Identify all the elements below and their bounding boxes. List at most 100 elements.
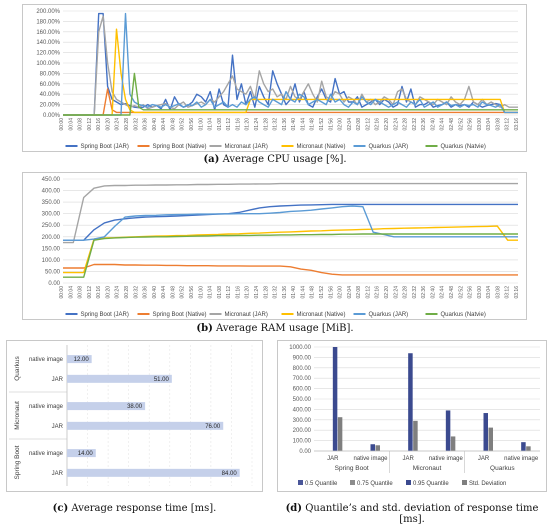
x-tick-label: 01:32 [273,118,279,131]
cpu-caption-label: (a) [203,154,220,165]
ram-caption-text: Average RAM usage [MiB]. [212,323,354,334]
x-tick-label: 01:40 [291,286,297,299]
bar-value-label: 38.00 [127,404,143,410]
x-tick-label: 02:32 [412,286,418,299]
x-tick-label: 01:16 [235,118,241,131]
subgroup-label: native image [429,456,464,462]
x-tick-label: 02:48 [449,286,455,299]
x-tick-label: 02:08 [356,118,362,131]
x-tick-label: 02:56 [468,118,474,131]
bar-value-label: 51.00 [154,377,170,383]
y-tick-label: 700.00 [293,376,312,382]
x-tick-label: 00:56 [189,118,195,131]
bar-category-label: native image [29,357,64,363]
x-tick-label: 00:52 [180,118,186,131]
x-tick-label: 02:12 [365,118,371,131]
group-label: Quarkus [490,465,515,472]
x-tick-label: 03:08 [495,286,501,299]
x-tick-label: 01:08 [217,286,223,299]
x-tick-label: 01:08 [217,118,223,131]
x-tick-label: 02:48 [449,118,455,131]
x-tick-label: 00:00 [59,286,65,299]
legend-swatch [350,480,355,485]
x-tick-label: 03:08 [495,118,501,131]
quantile-bar [337,417,343,451]
y-tick-label: 160.00% [36,30,60,36]
y-tick-label: 300.00 [42,212,61,218]
legend-label: 0.95 Quantile [413,481,449,487]
bar-value-label: 12.00 [74,357,90,363]
quantile-bar [488,427,493,451]
bar-value-label: 14.00 [78,451,94,457]
y-tick-label: 80.00% [40,71,61,77]
legend-label: Spring Boot (Native) [153,312,207,318]
x-tick-label: 02:20 [384,286,390,299]
cpu-usage-plot: 0.00% 20.00% 40.00% 60.00% 80.00% 100.00% 120.… [36,9,520,150]
y-tick-label: 0.00 [48,281,60,287]
x-tick-label: 01:12 [226,118,232,131]
response-bar [67,449,96,458]
bar-category-label: JAR [52,377,64,383]
x-tick-label: 01:44 [300,118,306,131]
x-tick-label: 03:04 [486,118,492,131]
legend-swatch [298,480,303,485]
x-tick-label: 00:36 [143,286,149,299]
x-tick-label: 02:04 [347,118,353,131]
x-tick-label: 02:36 [421,286,427,299]
x-tick-label: 00:04 [68,286,74,299]
x-tick-label: 01:12 [226,286,232,299]
subgroup-label: native image [353,456,388,462]
cpu-caption: (a) Average CPU usage [%]. [0,154,550,165]
series-line [63,263,518,276]
x-tick-label: 00:52 [180,286,186,299]
cpu-usage-chart: 0.00% 20.00% 40.00% 60.00% 80.00% 100.00% 120.… [22,4,527,152]
x-tick-label: 01:32 [273,286,279,299]
quantile-bar [375,445,380,451]
ram-caption-label: (b) [196,323,213,334]
y-tick-label: 100.00% [36,61,60,67]
y-tick-label: 350.00 [42,200,61,206]
response-bar [67,402,146,411]
x-tick-label: 02:52 [458,118,464,131]
x-tick-label: 02:28 [403,286,409,299]
x-tick-label: 01:44 [300,286,306,299]
legend-label: Std. Deviation [469,481,506,487]
x-tick-label: 01:56 [328,118,334,131]
series-line [63,203,518,241]
quantile-bar [483,413,488,451]
x-tick-label: 01:00 [198,118,204,131]
quantile-bar [521,442,526,451]
x-tick-label: 01:56 [328,286,334,299]
subgroup-label: JAR [478,456,490,462]
legend-swatch [406,480,411,485]
x-tick-label: 00:00 [59,118,65,131]
y-tick-label: 0.00% [43,113,61,119]
quantiles-caption-label: (d) [285,503,303,514]
x-tick-label: 02:32 [412,118,418,131]
subgroup-label: JAR [327,456,339,462]
x-tick-label: 01:20 [245,286,251,299]
group-label: Quarkus [14,355,21,380]
y-tick-label: 800.00 [293,366,312,372]
series-line [63,72,518,116]
y-tick-label: 450.00 [42,177,61,183]
x-tick-label: 02:40 [430,118,436,131]
x-tick-label: 00:08 [78,286,84,299]
x-tick-label: 02:16 [375,118,381,131]
quantiles-chart: 0.00 100.00 200.00 300.00 400.00 500.00 600.00… [277,340,547,492]
bar-category-label: native image [29,451,64,457]
legend-label: 0.75 Quantile [357,481,393,487]
x-tick-label: 00:16 [96,118,102,131]
quantile-bar [408,353,413,451]
y-tick-label: 300.00 [293,418,312,424]
x-tick-label: 00:44 [161,286,167,299]
x-tick-label: 00:08 [78,118,84,131]
legend-label: Spring Boot (JAR) [81,144,129,150]
bar-category-label: JAR [52,424,64,430]
legend-label: Micronaut (Native) [297,144,346,150]
x-tick-label: 01:04 [208,118,214,131]
y-tick-label: 20.00% [40,103,61,109]
legend-label: Micronaut (JAR) [225,144,268,150]
x-tick-label: 00:48 [170,118,176,131]
y-tick-label: 200.00% [36,9,60,15]
